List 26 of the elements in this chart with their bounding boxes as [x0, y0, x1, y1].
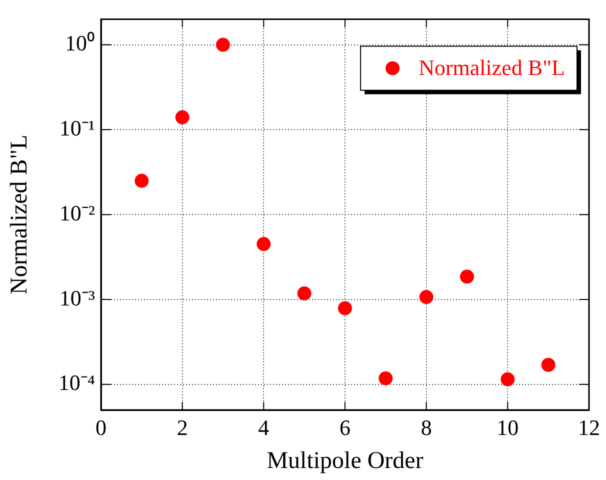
x-axis-title: Multipole Order: [266, 448, 424, 474]
x-tick-label: 10: [496, 414, 519, 440]
point: [541, 358, 556, 372]
x-tick-label: 8: [420, 414, 432, 440]
y-axis-title: Normalized B"L: [6, 134, 33, 294]
point: [378, 371, 393, 386]
legend-label: Normalized B"L: [418, 54, 565, 80]
x-tick-label: 2: [176, 414, 188, 440]
point: [216, 38, 230, 52]
point: [419, 290, 434, 304]
y-tick-label: 10⁻⁴: [58, 370, 96, 396]
y-tick-label: 10⁻²: [59, 200, 96, 226]
point: [134, 174, 149, 188]
x-tick-label: 0: [96, 414, 106, 440]
y-tick-label: 10⁻¹: [59, 115, 95, 140]
point: [460, 270, 474, 284]
point: [500, 372, 515, 386]
x-tick-label: 12: [578, 414, 600, 440]
point: [256, 237, 271, 252]
x-tick-label: 4: [258, 414, 270, 440]
point: [297, 286, 312, 300]
point: [175, 110, 190, 124]
y-tick-label: 10⁻³: [59, 285, 96, 310]
y-tick-label: 10⁰: [65, 30, 95, 56]
point: [338, 301, 352, 316]
x-tick-label: 6: [340, 414, 350, 440]
